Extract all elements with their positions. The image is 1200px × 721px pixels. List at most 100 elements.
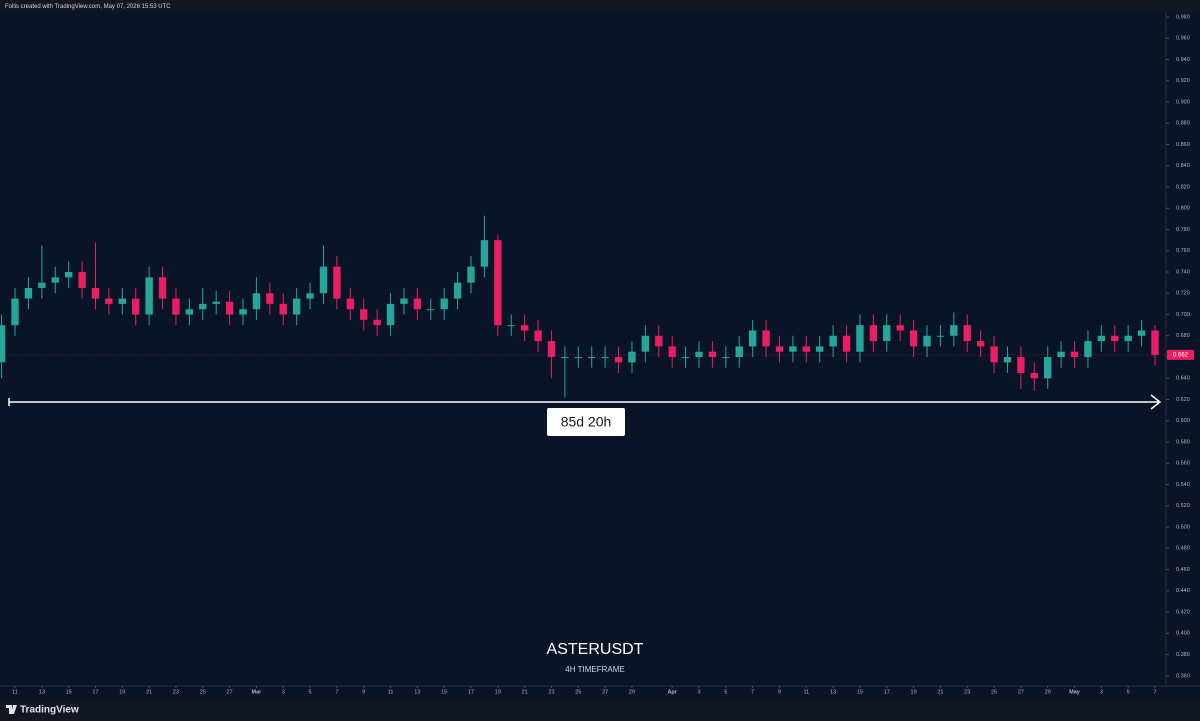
candle-body [467, 266, 475, 283]
candle-body [534, 330, 542, 342]
candle-body [360, 309, 368, 320]
candle-body [225, 301, 234, 315]
candle-body [386, 303, 395, 326]
candle-body [24, 287, 33, 299]
x-tick-label: 3 [697, 689, 700, 695]
candle-body [762, 330, 770, 347]
candle-body [990, 346, 998, 363]
x-tick-label: 19 [119, 689, 125, 695]
x-tick-label: 15 [66, 689, 72, 695]
y-tick-label: 0.400 [1176, 631, 1190, 637]
candle-body [829, 335, 837, 347]
x-tick-label: 11 [388, 689, 394, 695]
y-tick-label: 0.480 [1176, 546, 1190, 552]
candle-body [185, 309, 194, 315]
x-tick-label: 3 [282, 689, 285, 695]
y-tick-label: 0.880 [1176, 121, 1190, 127]
x-tick-label: 19 [911, 689, 917, 695]
candle-body [748, 330, 757, 347]
x-tick-label: 27 [602, 689, 608, 695]
x-tick-label: 23 [173, 689, 179, 695]
y-tick-label: 0.920 [1176, 78, 1190, 84]
x-tick-label: 21 [937, 689, 943, 695]
y-tick-label: 0.740 [1176, 269, 1190, 275]
candle-body [292, 298, 301, 315]
x-tick-label: 7 [751, 689, 754, 695]
x-tick-label: 5 [309, 689, 312, 695]
y-tick-label: 0.640 [1176, 376, 1190, 382]
candle-body [373, 319, 381, 326]
x-tick-label: 21 [522, 689, 528, 695]
candle-body [1084, 341, 1092, 358]
candle-body [158, 277, 167, 299]
x-tick-label: 15 [441, 689, 447, 695]
candle-body [561, 357, 569, 359]
y-tick-label: 0.940 [1176, 57, 1190, 63]
x-tick-label: 15 [857, 689, 863, 695]
candle-body [494, 240, 502, 326]
x-tick-label: 27 [227, 689, 233, 695]
candle-body [547, 341, 556, 358]
measure-arrowhead [1150, 394, 1162, 410]
candle-body [1111, 335, 1119, 342]
candle-body [279, 303, 287, 315]
candle-body [199, 303, 207, 310]
y-tick-label: 0.860 [1176, 142, 1190, 148]
candle-body [266, 293, 274, 304]
x-tick-label: 17 [468, 689, 474, 695]
x-tick-label: 5 [724, 689, 727, 695]
candle-body [1070, 351, 1079, 358]
candle-body [883, 325, 891, 342]
x-tick-label: 23 [548, 689, 554, 695]
y-tick-label: 0.500 [1176, 524, 1190, 530]
candle-body [172, 298, 180, 315]
candle-body [896, 325, 904, 331]
candle-body [601, 357, 609, 359]
y-tick-label: 0.900 [1176, 99, 1190, 105]
candle-body [695, 351, 703, 358]
candle-body [1044, 357, 1052, 379]
x-tick-label: 29 [1045, 689, 1051, 695]
candle-body [480, 240, 489, 267]
candle-body [319, 266, 328, 294]
y-tick-label: 0.960 [1176, 36, 1190, 42]
candle-body [1151, 330, 1159, 355]
y-tick-label: 0.600 [1176, 418, 1190, 424]
candle-body [655, 335, 663, 347]
footer-text: TradingView [20, 705, 79, 716]
last-price-box [1167, 349, 1194, 360]
candle-body [641, 335, 650, 352]
candle-body [802, 346, 810, 352]
x-tick-label: 21 [146, 689, 152, 695]
candle-body [923, 335, 931, 347]
candle-body [51, 277, 59, 283]
candle-body [346, 298, 354, 310]
candle-body [681, 357, 690, 359]
candle-body [735, 346, 743, 358]
time-axis [0, 686, 1200, 700]
candle-body [440, 298, 448, 310]
measure-tool: 85d 20h [8, 394, 1162, 436]
candle-body [789, 346, 797, 352]
candle-body [628, 351, 636, 363]
x-tick-label: Mar [252, 689, 263, 695]
candle-body [842, 335, 851, 352]
candle-body [950, 325, 958, 336]
y-tick-label: 0.540 [1176, 482, 1190, 488]
candle-body [856, 325, 864, 352]
y-tick-label: 0.620 [1176, 397, 1190, 403]
candle-body [0, 325, 6, 363]
candle-body [38, 282, 46, 288]
x-tick-label: 27 [1018, 689, 1024, 695]
last-price-label: 0.662 [1173, 352, 1189, 358]
x-tick-label: 13 [830, 689, 836, 695]
footer-logo [6, 705, 17, 714]
plot-area [0, 12, 1166, 686]
y-tick-label: 0.840 [1176, 163, 1190, 169]
candle-body [306, 293, 314, 299]
candle-body [574, 357, 582, 359]
x-tick-label: 11 [12, 689, 18, 695]
candle-body [78, 272, 86, 288]
